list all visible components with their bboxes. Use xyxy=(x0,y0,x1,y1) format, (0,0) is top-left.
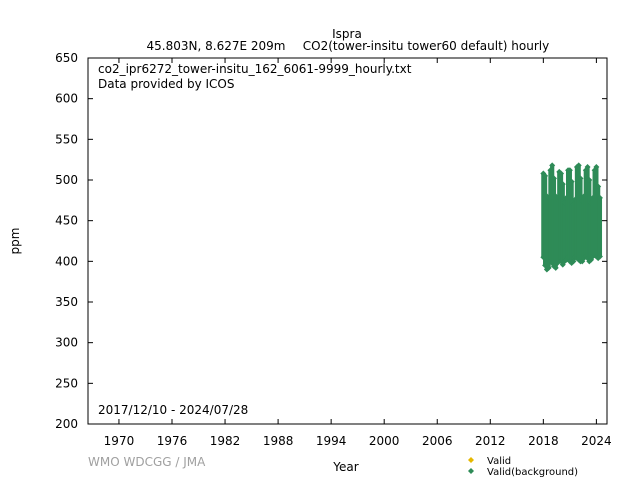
date-range-label: 2017/12/10 - 2024/07/28 xyxy=(98,403,248,417)
data-point-min xyxy=(596,253,603,260)
x-tick-label: 1976 xyxy=(157,434,188,448)
x-axis: 1970 1976 1982 1988 1994 2000 2006 2012 2018 2024 xyxy=(104,58,612,448)
legend-marker-valid xyxy=(468,457,474,463)
x-tick-label: 1988 xyxy=(263,434,294,448)
y-tick-label: 250 xyxy=(55,376,78,390)
chart-subtitle-location: 45.803N, 8.627E 209m xyxy=(147,39,286,53)
provider-label: Data provided by ICOS xyxy=(98,77,234,91)
x-tick-label: 1994 xyxy=(316,434,347,448)
y-tick-label: 450 xyxy=(55,214,78,228)
data-point-min xyxy=(581,255,588,262)
data-point-max xyxy=(593,163,600,170)
data-point-max xyxy=(595,183,602,190)
x-tick-label: 2018 xyxy=(528,434,559,448)
x-tick-label: 1970 xyxy=(104,434,135,448)
chart-title: Ispra xyxy=(332,27,362,41)
x-tick-label: 1982 xyxy=(210,434,241,448)
data-marks xyxy=(540,162,603,273)
y-tick-label: 550 xyxy=(55,132,78,146)
data-point-max xyxy=(577,175,584,182)
credit-label: WMO WDCGG / JMA xyxy=(88,455,206,469)
legend: Valid Valid(background) xyxy=(468,456,578,478)
x-tick-label: 2024 xyxy=(581,434,612,448)
data-point-max xyxy=(596,194,603,201)
data-point-max xyxy=(575,162,582,169)
x-tick-label: 2012 xyxy=(475,434,506,448)
legend-label-valid: Valid xyxy=(487,456,511,467)
y-tick-label: 650 xyxy=(55,51,78,65)
y-axis: 200 250 300 350 400 450 500 550 600 650 xyxy=(55,51,607,431)
legend-marker-valid-background xyxy=(468,468,474,474)
data-point-max xyxy=(559,181,566,188)
data-point-max xyxy=(586,177,593,183)
data-point-max xyxy=(558,170,565,177)
legend-label-valid-background: Valid(background) xyxy=(487,467,578,478)
data-point-max xyxy=(550,175,557,182)
y-tick-label: 350 xyxy=(55,295,78,309)
data-point-max xyxy=(568,178,575,185)
y-tick-label: 400 xyxy=(55,254,78,268)
file-label: co2_ipr6272_tower-insitu_162_6061-9999_h… xyxy=(98,62,412,76)
data-point-max xyxy=(542,172,549,179)
x-tick-label: 2000 xyxy=(369,434,400,448)
y-tick-label: 500 xyxy=(55,173,78,187)
data-point-max xyxy=(549,162,556,169)
y-axis-label: ppm xyxy=(8,228,22,255)
y-tick-label: 600 xyxy=(55,92,78,106)
chart-subtitle-parameter: CO2(tower-insitu tower60 default) hourly xyxy=(303,39,549,53)
data-point-min xyxy=(545,264,552,271)
data-point-min xyxy=(552,264,559,271)
data-point-max xyxy=(566,167,573,174)
x-axis-label: Year xyxy=(332,460,358,474)
y-tick-label: 200 xyxy=(55,417,78,431)
data-point-max xyxy=(584,163,591,170)
x-tick-label: 2006 xyxy=(422,434,453,448)
plot-frame xyxy=(87,57,608,425)
y-tick-label: 300 xyxy=(55,336,78,350)
data-point-min xyxy=(595,255,602,262)
